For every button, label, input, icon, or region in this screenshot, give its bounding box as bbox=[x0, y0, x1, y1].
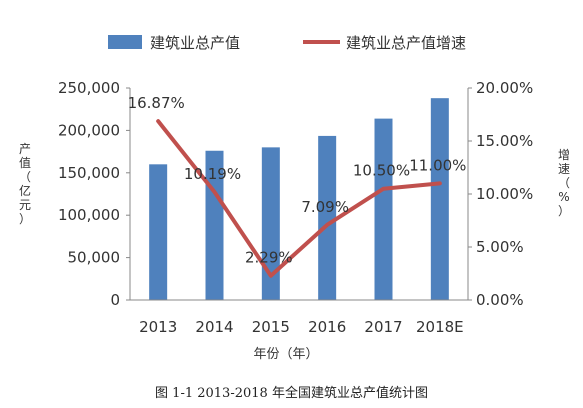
x-tick-label: 2017 bbox=[364, 318, 402, 336]
x-tick-label: 2013 bbox=[139, 318, 177, 336]
left-tick-label: 50,000 bbox=[68, 249, 121, 267]
axes: 0 50,000 100,000 150,000 200,000 250,000 0.00%… bbox=[58, 79, 533, 336]
legend-bar-label: 建筑业总产值 bbox=[150, 34, 240, 52]
right-tick-label: 0.00% bbox=[476, 291, 524, 309]
bar bbox=[261, 147, 280, 300]
right-tick-label: 10.00% bbox=[476, 185, 533, 203]
right-tick-label: 5.00% bbox=[476, 238, 524, 256]
figure-caption: 图 1-1 2013-2018 年全国建筑业总产值统计图 bbox=[155, 386, 428, 401]
left-tick-label: 100,000 bbox=[58, 206, 120, 224]
growth-data-label: 11.00% bbox=[409, 156, 466, 174]
growth-data-label: 2.29% bbox=[245, 249, 293, 267]
x-tick-label: 2018E bbox=[416, 318, 464, 336]
bar bbox=[374, 118, 393, 301]
x-tick-label: 2015 bbox=[252, 318, 290, 336]
growth-data-label: 10.19% bbox=[184, 165, 241, 183]
left-tick-label: 200,000 bbox=[58, 121, 120, 139]
left-tick-label: 150,000 bbox=[58, 164, 120, 182]
bar bbox=[149, 164, 168, 300]
growth-line bbox=[156, 119, 442, 278]
left-tick-label: 250,000 bbox=[58, 79, 120, 97]
x-axis-title: 年份（年） bbox=[253, 347, 319, 362]
growth-data-label: 7.09% bbox=[301, 198, 349, 216]
data-labels: 16.87% 10.19% 2.29% 7.09%10.50% 11.00% bbox=[128, 94, 467, 267]
growth-data-label: 16.87% bbox=[128, 94, 185, 112]
legend-bar-swatch bbox=[108, 35, 142, 49]
growth-line-series bbox=[156, 119, 442, 278]
legend: 建筑业总产值 建筑业总产值增速 bbox=[108, 34, 466, 52]
growth-data-label: 10.50% bbox=[353, 162, 410, 180]
right-axis-title: 增速（%） bbox=[557, 148, 570, 218]
right-tick-label: 20.00% bbox=[476, 79, 533, 97]
bar bbox=[318, 135, 337, 300]
bar bbox=[430, 98, 449, 301]
x-tick-label: 2016 bbox=[308, 318, 346, 336]
left-axis-title: 产值（亿元） bbox=[18, 142, 31, 226]
bar-series bbox=[149, 98, 449, 301]
right-tick-label: 15.00% bbox=[476, 132, 533, 150]
legend-line-label: 建筑业总产值增速 bbox=[346, 34, 466, 52]
left-tick-label: 0 bbox=[110, 291, 120, 309]
x-tick-label: 2014 bbox=[195, 318, 233, 336]
